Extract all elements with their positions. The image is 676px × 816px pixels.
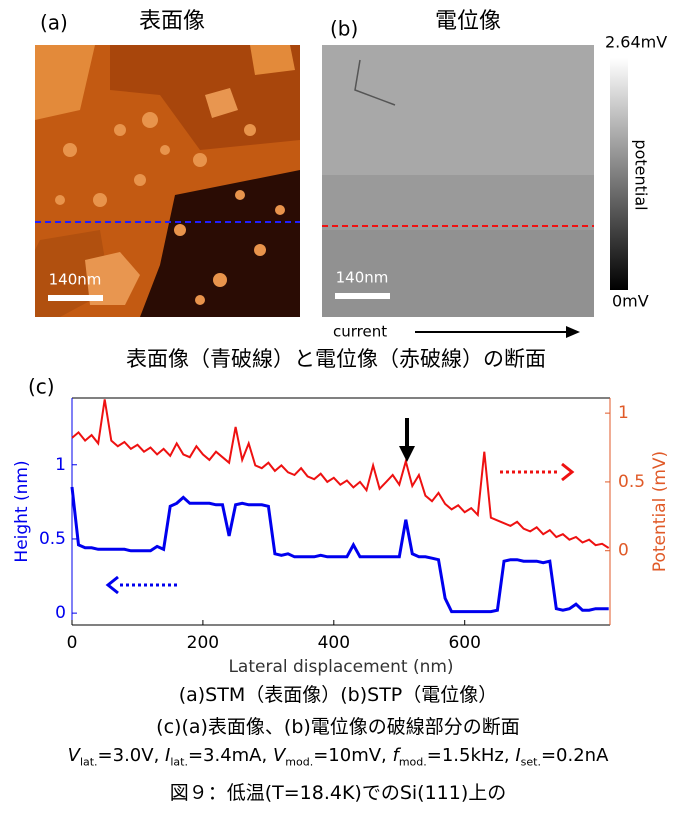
caption-line: (a)STM（表面像）(b)STP（電位像） — [0, 680, 676, 707]
caption-part: lat. — [80, 756, 98, 769]
current-label: current — [333, 323, 387, 341]
colorbar-min: 0mV — [612, 292, 649, 311]
panel-title: 表面像 — [139, 9, 205, 34]
panel-title: 電位像 — [435, 9, 501, 34]
arrow-head — [566, 326, 580, 338]
figure: (a) 表面像 140nm (b) 電位像 140nm 2.64mV 0mV p… — [0, 0, 676, 680]
caption-part: mod. — [399, 756, 427, 769]
colorbar-max: 2.64mV — [605, 33, 667, 52]
data-line — [72, 487, 609, 612]
data-line — [72, 399, 609, 548]
scale-bar-label: 140nm — [49, 271, 102, 289]
panel-label: (b) — [330, 17, 358, 41]
x-tick-label: 0 — [67, 633, 78, 653]
arrow-head — [399, 446, 415, 462]
y2-tick-label: 0.5 — [618, 472, 645, 492]
caption-part: V — [68, 745, 80, 766]
y-axis-label: Height (nm) — [12, 460, 32, 562]
chart-title: 表面像（青破線）と電位像（赤破線）の断面 — [126, 347, 546, 371]
y-tick-label: 0 — [55, 603, 66, 623]
page: (a) 表面像 140nm (b) 電位像 140nm 2.64mV 0mV p… — [0, 0, 676, 816]
caption-part: set. — [521, 756, 541, 769]
colorbar — [610, 58, 628, 290]
plot: 0 200 400 600 0 0.5 1 0 0.5 1 Lateral displacement… — [12, 398, 670, 677]
y-tick-label: 0.5 — [39, 529, 66, 549]
caption-line: Vlat.=3.0V, Ilat.=3.4mA, Vmod.=10mV, fmo… — [0, 745, 676, 769]
arrow-head — [108, 577, 118, 593]
caption-part: =3.4mA, — [188, 745, 273, 766]
panel-label: (a) — [40, 11, 68, 35]
x-tick-label: 200 — [187, 633, 219, 653]
arrow-head — [562, 464, 572, 480]
y2-axis-label: Potential (mV) — [650, 451, 670, 572]
x-tick-label: 400 — [318, 633, 350, 653]
x-axis-label: Lateral displacement (nm) — [228, 657, 453, 677]
scale-bar-label: 140nm — [336, 269, 389, 287]
y-tick-label: 1 — [55, 455, 66, 475]
caption-line: 図９：低温(T=18.4K)でのSi(111)上の — [0, 778, 676, 805]
panel-label: (c) — [28, 375, 55, 399]
caption-part: mod. — [285, 756, 313, 769]
caption-part: lat. — [170, 756, 188, 769]
y2-tick-label: 1 — [618, 403, 629, 423]
caption-part: V — [273, 745, 285, 766]
caption-line: (c)(a)表面像、(b)電位像の破線部分の断面 — [0, 712, 676, 739]
x-tick-label: 600 — [448, 633, 480, 653]
caption-part: =3.0V, — [98, 745, 165, 766]
caption-part: =0.2nA — [541, 745, 608, 766]
colorbar-label: potential — [632, 139, 651, 210]
caption-part: =10mV, — [313, 745, 392, 766]
caption-part: =1.5kHz, — [427, 745, 516, 766]
y2-tick-label: 0 — [618, 541, 629, 561]
